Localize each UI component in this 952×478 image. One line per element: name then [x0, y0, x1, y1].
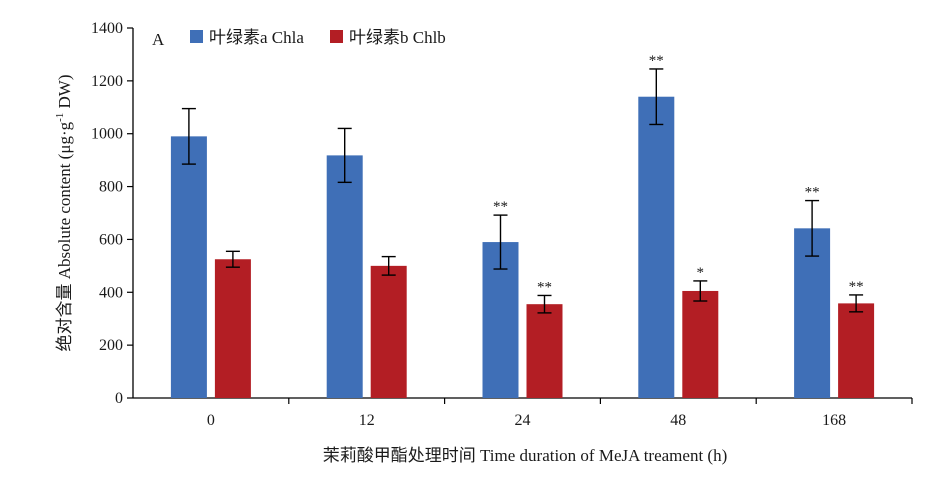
significance-labels: *********** [493, 53, 864, 295]
x-axis: 0 12 24 48 168 [133, 397, 913, 429]
y-axis-label: 绝对含量 Absolute content (μg·g-1 DW) [54, 74, 74, 351]
bar [170, 136, 207, 398]
legend-swatch-chla [190, 30, 203, 43]
y-axis-label-superscript: -1 [54, 113, 66, 122]
y-axis: 0 200 400 600 800 1000 1200 1400 [91, 20, 134, 407]
y-tick-label: 200 [99, 337, 123, 354]
x-tick-label: 24 [515, 412, 531, 429]
x-tick-label: 12 [359, 412, 375, 429]
legend: 叶绿素a Chla 叶绿素b Chlb [190, 28, 446, 47]
y-axis-label-suffix: DW) [55, 74, 74, 112]
x-tick-label: 48 [670, 412, 686, 429]
significance-label: ** [649, 53, 664, 69]
y-tick-label: 600 [99, 231, 123, 248]
y-tick-label: 1000 [91, 126, 123, 143]
significance-label: * [697, 265, 705, 281]
bar [838, 303, 875, 398]
bars [170, 96, 875, 398]
y-tick-label: 1400 [91, 20, 123, 37]
legend-swatch-chlb [330, 30, 343, 43]
x-axis-label: 茉莉酸甲酯处理时间 Time duration of MeJA treament… [323, 446, 728, 465]
significance-label: ** [493, 199, 508, 215]
panel-label: A [152, 30, 165, 49]
significance-label: ** [537, 279, 552, 295]
x-tick-label: 168 [822, 412, 846, 429]
legend-label-chla: 叶绿素a Chla [209, 28, 304, 47]
legend-label-chlb: 叶绿素b Chlb [349, 28, 446, 47]
bar [682, 290, 719, 398]
bar [526, 304, 563, 398]
x-tick-label: 0 [207, 412, 215, 429]
bar [214, 259, 251, 398]
significance-label: ** [805, 185, 820, 201]
bar [326, 155, 363, 398]
bar [638, 96, 675, 398]
y-axis-label-prefix: 绝对含量 Absolute content (μg·g [55, 121, 74, 351]
bar [370, 265, 407, 398]
y-tick-label: 400 [99, 284, 123, 301]
significance-label: ** [849, 279, 864, 295]
y-tick-label: 0 [115, 390, 123, 407]
error-bars [181, 68, 864, 314]
y-tick-label: 800 [99, 179, 123, 196]
y-tick-label: 1200 [91, 73, 123, 90]
